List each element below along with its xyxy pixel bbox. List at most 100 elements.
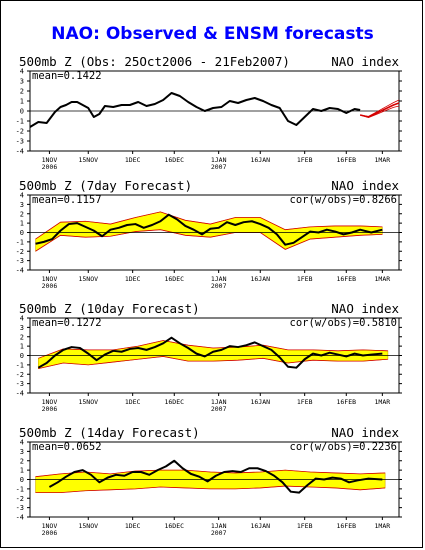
correlation-label: cor(w/obs)=0.5810 xyxy=(290,317,397,329)
panel-label: NAO index xyxy=(331,425,399,440)
x-tick-label: 1DEC xyxy=(125,275,141,283)
x-tick-label: 16JAN xyxy=(250,398,270,406)
x-tick-label: 16FEB xyxy=(336,398,356,406)
x-tick-label: 1DEC xyxy=(125,156,141,164)
y-tick-label: 4 xyxy=(20,315,24,323)
x-tick-label: 1MAR xyxy=(375,156,391,164)
y-tick-label: 2 xyxy=(20,457,24,465)
x-tick-label: 15NOV xyxy=(78,156,98,164)
y-tick-label: -2 xyxy=(16,371,24,379)
mean-label: mean=0.1422 xyxy=(32,70,102,82)
ensemble-upper-envelope xyxy=(38,340,388,359)
y-tick-label: 3 xyxy=(20,324,24,332)
x-tick-label: 1NOV xyxy=(42,398,58,406)
panel-label: NAO index xyxy=(331,54,399,69)
x-tick-label: 1MAR xyxy=(375,522,391,530)
panel-label: NAO index xyxy=(331,178,399,193)
forecast-member-line xyxy=(360,99,400,117)
x-tick-label: 15NOV xyxy=(78,398,98,406)
observed-nao-line xyxy=(37,336,383,369)
observed-nao-line xyxy=(48,459,383,494)
x-tick-label: 1FEB xyxy=(297,398,313,406)
ensemble-lower-envelope xyxy=(38,356,388,370)
y-tick-label: 1 xyxy=(20,220,24,228)
y-tick-label: -1 xyxy=(16,361,24,369)
main-title: NAO: Observed & ENSM forecasts xyxy=(51,24,374,44)
y-tick-label: 1 xyxy=(20,343,24,351)
ensemble-lower-envelope xyxy=(35,485,386,494)
y-tick-label: -2 xyxy=(16,495,24,503)
y-tick-label: -3 xyxy=(16,380,24,388)
ensemble-spread-band xyxy=(35,211,383,252)
y-tick-label: -1 xyxy=(16,118,24,126)
x-tick-label: 1FEB xyxy=(297,156,313,164)
y-tick-label: 4 xyxy=(20,68,24,76)
x-tick-year-label: 2007 xyxy=(211,405,227,413)
correlation-label: cor(w/obs)=0.8266 xyxy=(290,194,397,206)
x-tick-label: 1MAR xyxy=(375,398,391,406)
y-tick-label: 2 xyxy=(20,88,24,96)
x-tick-label: 1FEB xyxy=(297,522,313,530)
x-tick-label: 16JAN xyxy=(250,156,270,164)
x-tick-label: 1JAN xyxy=(211,398,227,406)
y-tick-label: 0 xyxy=(20,352,24,360)
x-tick-label: 16FEB xyxy=(336,156,356,164)
x-tick-label: 1DEC xyxy=(125,398,141,406)
y-tick-label: -1 xyxy=(16,485,24,493)
correlation-label: cor(w/obs)=0.2236 xyxy=(290,441,397,453)
y-tick-label: -3 xyxy=(16,257,24,265)
x-tick-year-label: 2007 xyxy=(211,529,227,537)
x-tick-label: 16FEB xyxy=(336,275,356,283)
y-tick-label: -2 xyxy=(16,248,24,256)
x-tick-label: 1NOV xyxy=(42,275,58,283)
x-tick-label: 15NOV xyxy=(78,275,98,283)
x-tick-label: 1DEC xyxy=(125,522,141,530)
y-tick-label: 3 xyxy=(20,201,24,209)
x-tick-year-label: 2006 xyxy=(42,529,58,537)
ensemble-upper-envelope xyxy=(35,469,386,478)
observed-nao-line xyxy=(29,92,361,128)
y-tick-label: -2 xyxy=(16,128,24,136)
x-tick-label: 1NOV xyxy=(42,156,58,164)
y-tick-label: -4 xyxy=(16,514,24,522)
x-tick-label: 1JAN xyxy=(211,275,227,283)
x-tick-year-label: 2006 xyxy=(42,163,58,171)
y-tick-label: -3 xyxy=(16,138,24,146)
x-tick-label: 16DEC xyxy=(164,156,184,164)
x-tick-label: 15NOV xyxy=(78,522,98,530)
y-tick-label: 4 xyxy=(20,192,24,200)
y-tick-label: -4 xyxy=(16,390,24,398)
x-tick-label: 16JAN xyxy=(250,522,270,530)
y-tick-label: -4 xyxy=(16,148,24,156)
x-tick-label: 16DEC xyxy=(164,522,184,530)
x-tick-label: 1NOV xyxy=(42,522,58,530)
panel-title: 500mb Z (14day Forecast) xyxy=(19,425,200,440)
x-tick-label: 1JAN xyxy=(211,522,227,530)
ensemble-lower-envelope xyxy=(35,229,383,252)
x-tick-label: 16DEC xyxy=(164,398,184,406)
x-tick-year-label: 2007 xyxy=(211,163,227,171)
y-tick-label: -3 xyxy=(16,504,24,512)
x-tick-label: 16JAN xyxy=(250,275,270,283)
x-tick-label: 1JAN xyxy=(211,156,227,164)
y-tick-label: 4 xyxy=(20,439,24,447)
y-tick-label: 2 xyxy=(20,333,24,341)
x-tick-label: 16FEB xyxy=(336,522,356,530)
forecast-member-line xyxy=(360,105,400,119)
ensemble-upper-envelope xyxy=(35,211,383,240)
forecast-nao-line xyxy=(359,102,400,118)
x-tick-label: 1MAR xyxy=(375,275,391,283)
y-tick-label: 1 xyxy=(20,467,24,475)
x-tick-label: 16DEC xyxy=(164,275,184,283)
y-tick-label: -1 xyxy=(16,238,24,246)
y-tick-label: 0 xyxy=(20,476,24,484)
x-tick-year-label: 2006 xyxy=(42,282,58,290)
y-tick-label: 0 xyxy=(20,229,24,237)
x-tick-year-label: 2007 xyxy=(211,282,227,290)
y-tick-label: 1 xyxy=(20,98,24,106)
x-tick-label: 1FEB xyxy=(297,275,313,283)
x-tick-year-label: 2006 xyxy=(42,405,58,413)
y-tick-label: -4 xyxy=(16,267,24,275)
